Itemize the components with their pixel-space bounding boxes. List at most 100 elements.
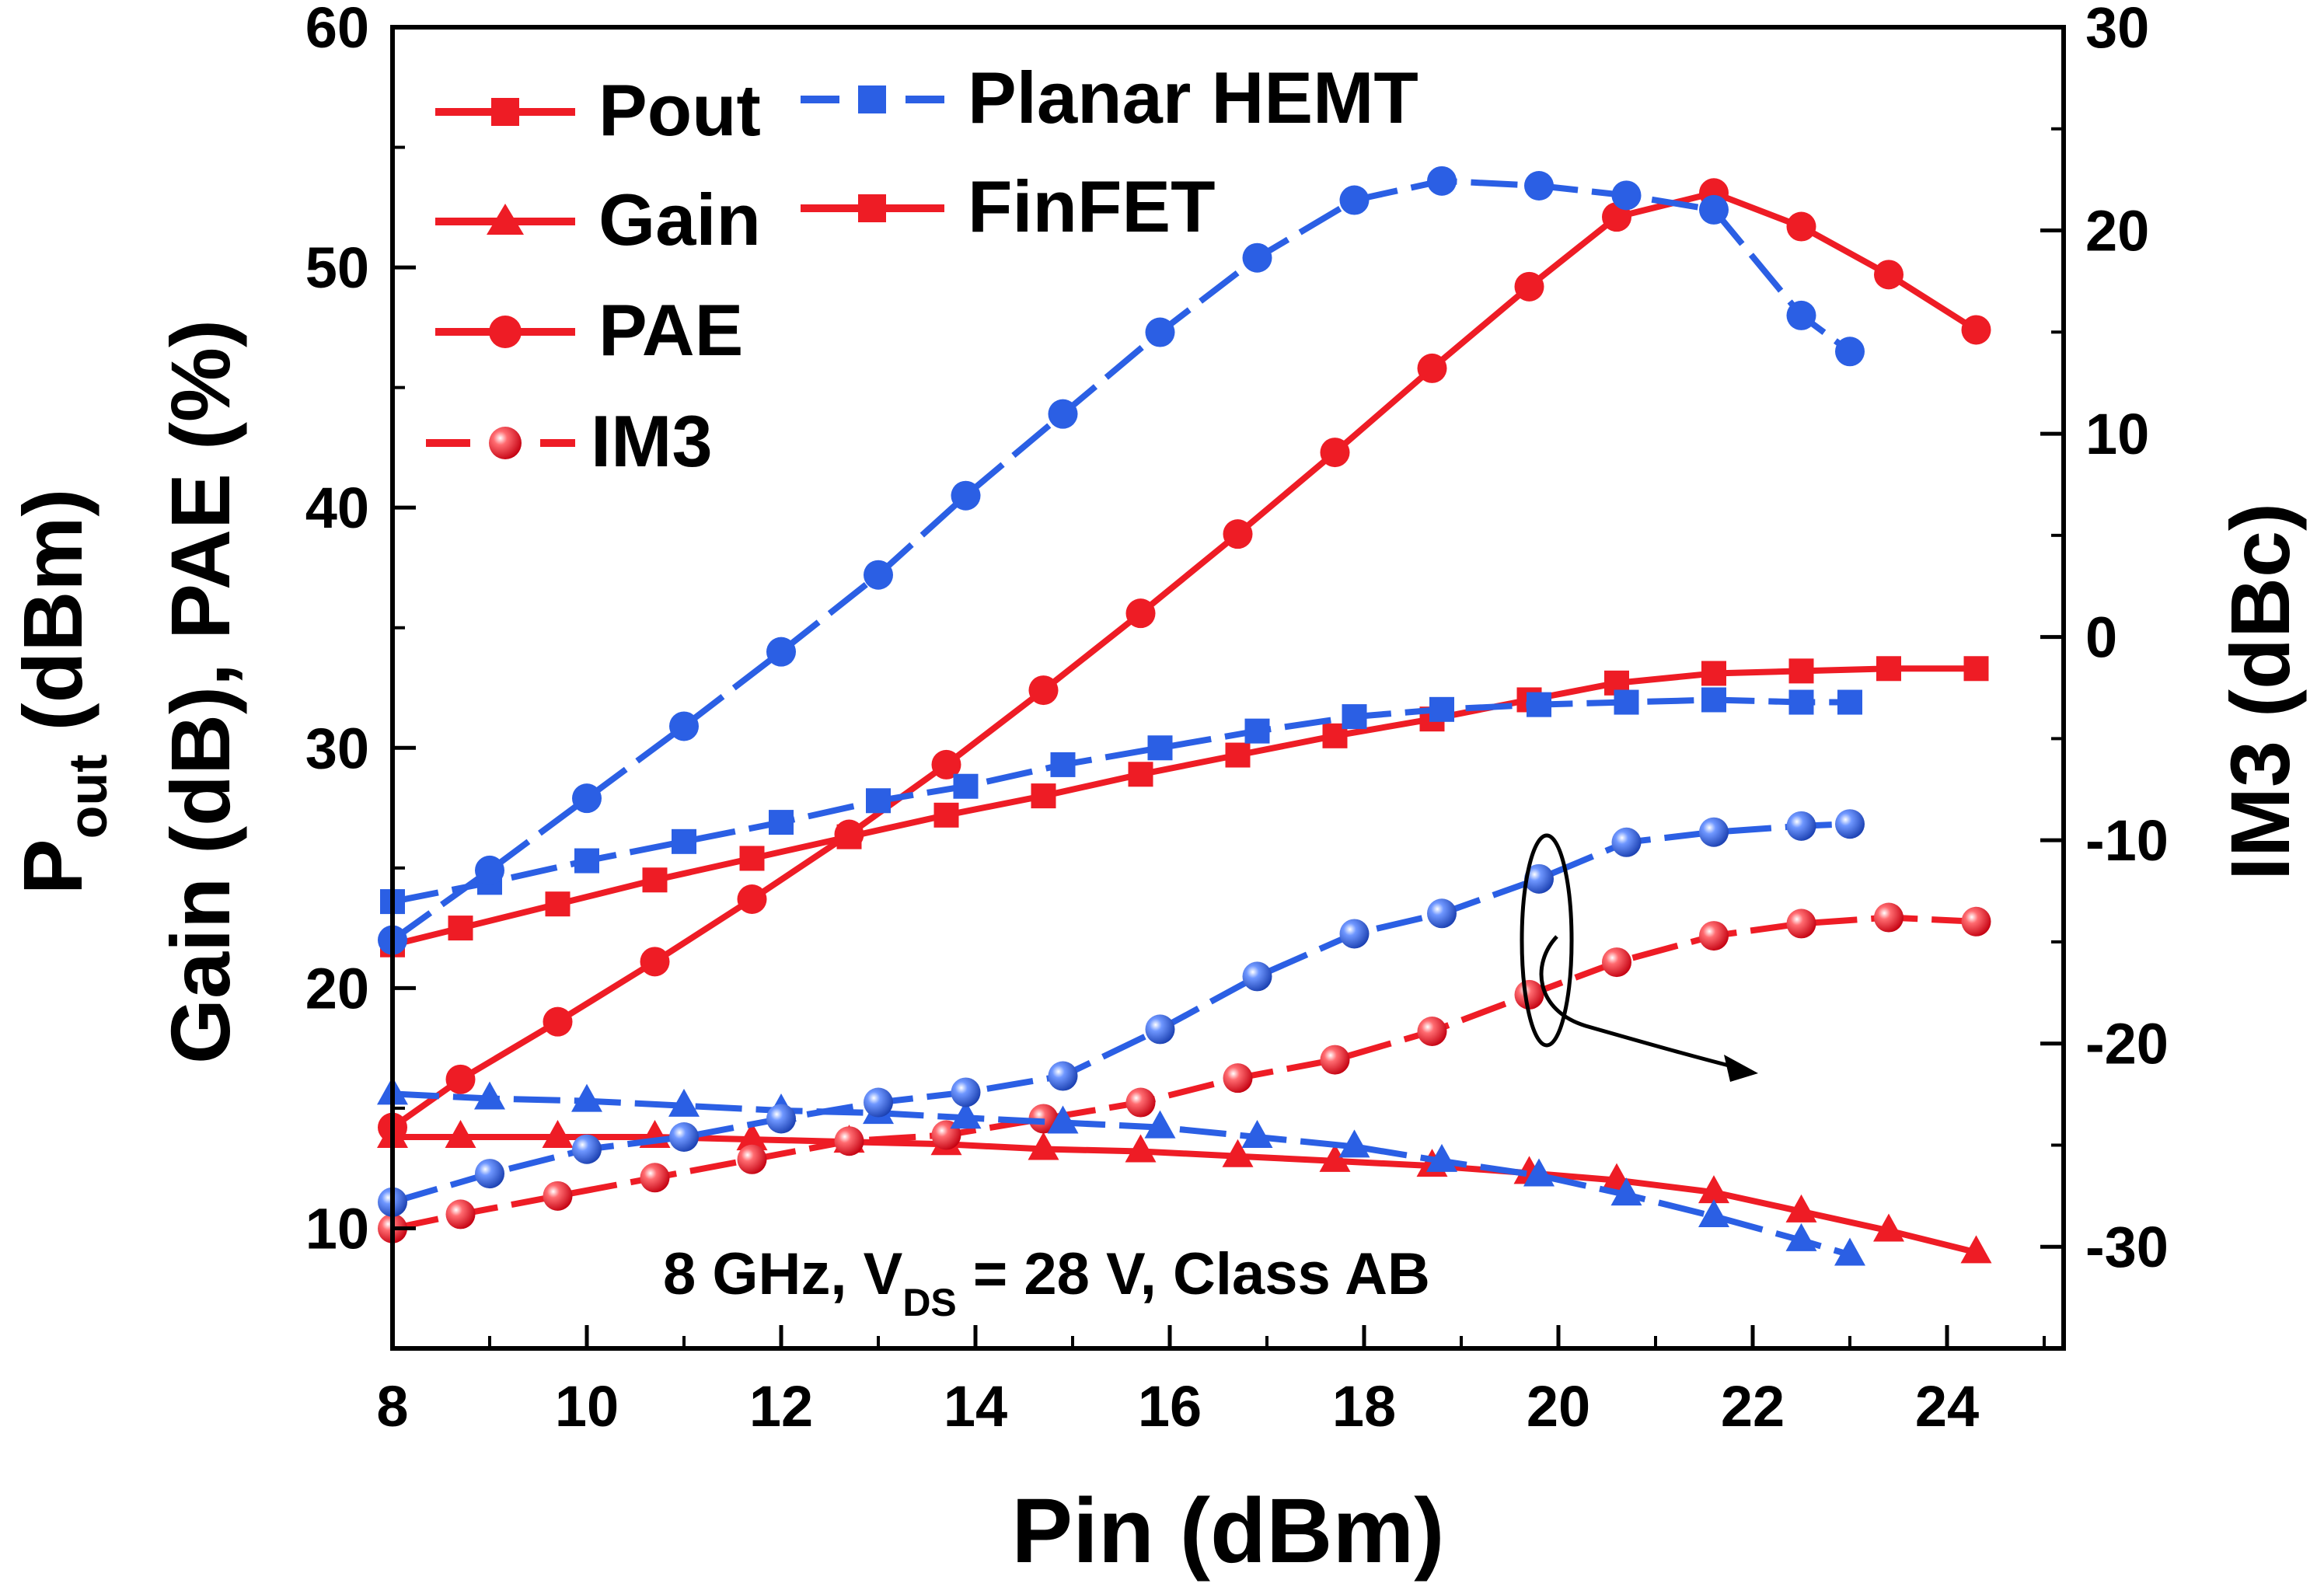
- series-finfet-pae: [378, 178, 1991, 1142]
- left-tick-label: 40: [305, 476, 369, 540]
- point-planar-hemt-im3-12: [1524, 863, 1554, 894]
- point-planar-hemt-gain-8: [1144, 1110, 1176, 1139]
- point-finfet-pae-17: [1961, 315, 1991, 345]
- plot-frame: [390, 25, 2066, 1351]
- point-finfet-pae-7: [1028, 675, 1059, 706]
- point-finfet-pae-2: [543, 1006, 573, 1037]
- point-planar-hemt-pae-11: [1427, 166, 1457, 196]
- x-tick-label: 8: [376, 1374, 408, 1439]
- point-planar-hemt-pout-14: [1701, 687, 1726, 713]
- point-planar-hemt-pae-14: [1699, 194, 1729, 225]
- series-planar-hemt-gain: [377, 1076, 1865, 1266]
- point-planar-hemt-pout-3: [672, 828, 696, 854]
- x-tick-label: 22: [1721, 1374, 1785, 1439]
- point-planar-hemt-gain-6: [950, 1100, 982, 1129]
- point-finfet-im3-11: [1417, 1017, 1447, 1046]
- x-tick-label: 24: [1915, 1374, 1979, 1439]
- legend-item-gain: Gain: [435, 179, 761, 260]
- x-tick-label: 12: [749, 1374, 813, 1439]
- point-finfet-pae-15: [1786, 211, 1816, 242]
- right-tick-label: -10: [2085, 808, 2169, 873]
- point-finfet-im3-15: [1786, 909, 1816, 939]
- series-line-finfet-gain: [393, 1134, 1977, 1256]
- point-finfet-pae-1: [445, 1064, 476, 1094]
- point-finfet-pae-5: [834, 819, 864, 849]
- point-finfet-im3-12: [1514, 979, 1544, 1010]
- point-planar-hemt-pout-5: [866, 788, 891, 814]
- point-finfet-gain-8: [1125, 1134, 1157, 1163]
- point-planar-hemt-pae-4: [766, 637, 796, 667]
- point-finfet-pae-16: [1874, 260, 1904, 290]
- series-line-planar-hemt-im3: [391, 821, 1851, 1205]
- point-finfet-gain-15: [1785, 1194, 1817, 1223]
- point-finfet-im3-10: [1320, 1045, 1350, 1075]
- point-finfet-pout-3: [642, 867, 668, 893]
- point-planar-hemt-gain-9: [1241, 1120, 1273, 1148]
- right-axis-title: IM3 (dBc): [2213, 503, 2307, 881]
- point-finfet-gain-7: [1028, 1132, 1059, 1160]
- point-planar-hemt-pae-12: [1524, 171, 1554, 201]
- point-planar-hemt-pout-12: [1527, 692, 1551, 717]
- point-finfet-im3-1: [445, 1199, 476, 1230]
- point-planar-hemt-pae-13: [1611, 180, 1642, 211]
- legend: Pout Gain PAE IM3 Planar HEMT FinFET: [426, 57, 1418, 482]
- legend-item-pout: Pout: [435, 69, 761, 151]
- point-finfet-pout-9: [1225, 742, 1251, 768]
- right-tick-label: 10: [2085, 402, 2149, 466]
- point-planar-hemt-pout-15: [1788, 689, 1814, 715]
- point-finfet-gain-4: [736, 1122, 768, 1151]
- point-finfet-im3-9: [1223, 1063, 1253, 1093]
- point-planar-hemt-im3-1: [475, 1159, 504, 1189]
- condition-annotation: 8 GHz, VDS = 28 V, Class AB: [663, 1241, 1430, 1324]
- series-planar-hemt-pout: [380, 687, 1862, 915]
- point-finfet-pout-16: [1876, 656, 1901, 682]
- point-finfet-im3-17: [1961, 906, 1991, 937]
- point-planar-hemt-pae-9: [1242, 242, 1272, 273]
- point-planar-hemt-pae-7: [1048, 399, 1078, 429]
- point-finfet-gain-17: [1960, 1235, 1992, 1264]
- point-finfet-pae-10: [1320, 438, 1350, 468]
- point-planar-hemt-im3-6: [951, 1077, 981, 1107]
- point-finfet-pout-7: [1031, 783, 1056, 809]
- point-finfet-pae-8: [1125, 598, 1156, 629]
- left-tick-label: 50: [305, 235, 369, 300]
- point-planar-hemt-im3-3: [669, 1122, 699, 1152]
- point-planar-hemt-pout-13: [1614, 689, 1639, 715]
- point-planar-hemt-gain-11: [1426, 1143, 1457, 1172]
- point-finfet-im3-8: [1125, 1087, 1156, 1118]
- legend-label-gain: Gain: [598, 179, 761, 260]
- point-planar-hemt-pae-15: [1786, 300, 1816, 330]
- point-planar-hemt-pae-5: [864, 560, 893, 590]
- point-finfet-gain-2: [542, 1120, 574, 1148]
- point-planar-hemt-im3-2: [572, 1134, 602, 1164]
- point-planar-hemt-im3-16: [1835, 809, 1865, 839]
- point-finfet-im3-4: [737, 1144, 767, 1174]
- point-finfet-gain-1: [445, 1120, 476, 1148]
- series-line-finfet-pout: [392, 665, 1977, 948]
- point-finfet-im3-16: [1874, 902, 1904, 933]
- point-planar-hemt-im3-14: [1699, 817, 1729, 847]
- legend-label-pae: PAE: [598, 289, 743, 371]
- right-tick-label: 30: [2085, 0, 2149, 60]
- point-finfet-pout-15: [1788, 658, 1814, 684]
- point-finfet-im3-3: [640, 1163, 670, 1193]
- point-finfet-pout-4: [739, 846, 765, 871]
- point-planar-hemt-gain-12: [1523, 1158, 1555, 1187]
- legend-item-pae: PAE: [435, 289, 743, 371]
- point-planar-hemt-gain-16: [1834, 1237, 1865, 1266]
- point-finfet-im3-5: [834, 1126, 864, 1156]
- right-tick-label: 0: [2085, 605, 2117, 670]
- x-tick-label: 20: [1527, 1374, 1590, 1439]
- point-finfet-pout-14: [1701, 661, 1726, 686]
- point-planar-hemt-gain-14: [1698, 1199, 1729, 1227]
- point-finfet-gain-10: [1319, 1143, 1351, 1172]
- point-planar-hemt-gain-3: [668, 1088, 700, 1117]
- point-finfet-pout-17: [1963, 656, 1989, 682]
- point-planar-hemt-pout-9: [1244, 718, 1270, 744]
- left-tick-label: 60: [305, 0, 369, 60]
- point-planar-hemt-im3-10: [1339, 919, 1370, 949]
- left-axis-title-line2: Gain (dB), PAE (%): [153, 319, 247, 1064]
- left-axis-title-rest: (dBm): [5, 489, 99, 755]
- point-planar-hemt-pout-10: [1342, 704, 1367, 730]
- point-planar-hemt-pae-10: [1339, 185, 1370, 215]
